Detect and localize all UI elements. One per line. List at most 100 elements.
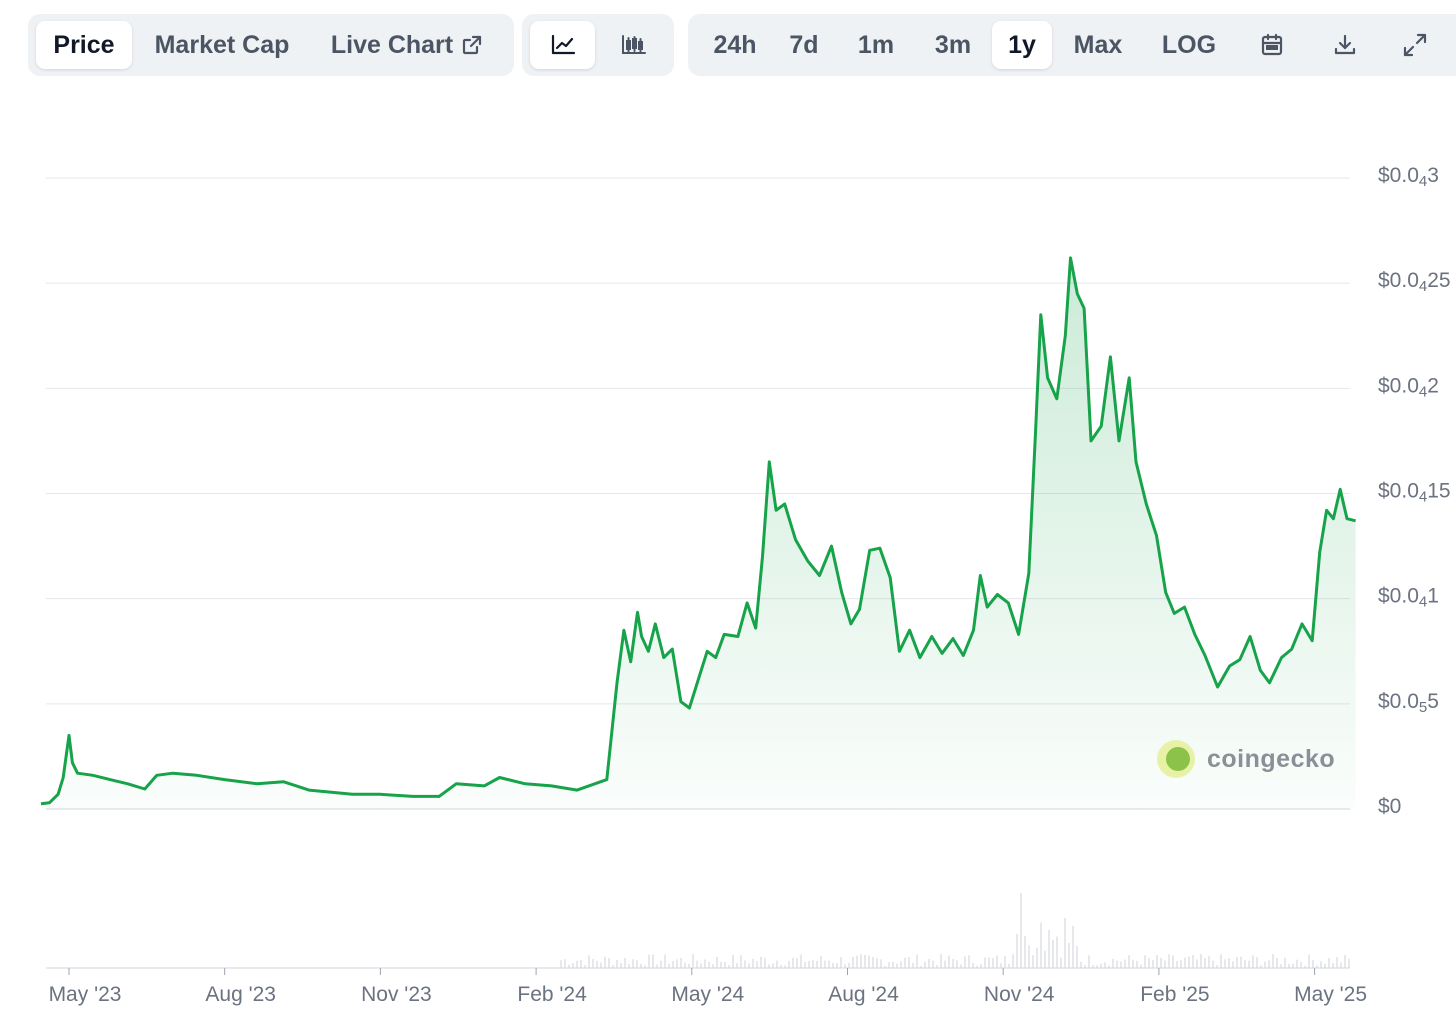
volume-bar [1140, 964, 1142, 968]
range-24h-label: 24h [713, 30, 757, 59]
tab-price[interactable]: Price [36, 21, 132, 69]
volume-bar [604, 956, 606, 968]
volume-bar [664, 954, 666, 968]
volume-bar [1044, 950, 1046, 968]
volume-bar [784, 965, 786, 968]
volume-bar [1112, 958, 1114, 968]
volume-bar [1100, 963, 1102, 968]
volume-bar [888, 962, 890, 968]
volume-bar [648, 954, 650, 968]
range-max[interactable]: Max [1052, 21, 1144, 69]
range-1y[interactable]: 1y [992, 21, 1052, 69]
volume-bar [1040, 922, 1042, 968]
tab-live-chart[interactable]: Live Chart [312, 21, 502, 69]
volume-bar [564, 959, 566, 968]
volume-bar [952, 958, 954, 968]
volume-bar [828, 960, 830, 968]
volume-bar [1316, 965, 1318, 968]
date-picker-button[interactable] [1234, 21, 1310, 69]
volume-bar [708, 962, 710, 968]
volume-bar [712, 964, 714, 968]
volume-bar [1232, 961, 1234, 968]
volume-bar [1024, 935, 1026, 968]
external-link-icon [461, 34, 483, 56]
y-tick-label: $0.0425 [1378, 269, 1451, 295]
volume-bar [1248, 960, 1250, 968]
x-tick-label: May '25 [1294, 983, 1367, 1006]
volume-bar [1180, 960, 1182, 968]
volume-bar [1348, 958, 1350, 968]
volume-bar [960, 964, 962, 968]
range-7d[interactable]: 7d [774, 21, 834, 69]
volume-bar [656, 964, 658, 968]
volume-bar [1196, 959, 1198, 968]
volume-bar [1004, 956, 1006, 968]
download-button[interactable] [1310, 21, 1380, 69]
x-tick-label: May '23 [49, 983, 122, 1006]
volume-bar [1176, 961, 1178, 968]
range-24h[interactable]: 24h [696, 21, 774, 69]
volume-bar [632, 959, 634, 968]
volume-bar [1280, 964, 1282, 968]
volume-bar [1188, 956, 1190, 968]
view-tab-group: Price Market Cap Live Chart [28, 14, 514, 76]
volume-bar [1116, 960, 1118, 968]
y-tick-label: $0.041 [1378, 584, 1439, 610]
volume-bar [1184, 957, 1186, 968]
tab-market-cap[interactable]: Market Cap [132, 21, 312, 69]
x-tick-label: Aug '23 [205, 983, 276, 1006]
volume-bar [1080, 961, 1082, 968]
volume-bar [1136, 960, 1138, 968]
volume-bar [1220, 954, 1222, 968]
volume-bar [1120, 961, 1122, 968]
volume-bar [820, 955, 822, 968]
volume-bar [1296, 959, 1298, 968]
range-max-label: Max [1073, 30, 1123, 59]
volume-bar [748, 963, 750, 968]
volume-bar [580, 959, 582, 968]
volume-bar [1332, 963, 1334, 968]
volume-bar [964, 956, 966, 968]
volume-bar [752, 958, 754, 968]
volume-bar [1124, 959, 1126, 968]
volume-bar [1160, 957, 1162, 968]
volume-bar [1268, 960, 1270, 968]
volume-bar [948, 955, 950, 968]
fullscreen-button[interactable] [1380, 21, 1450, 69]
volume-bar [824, 960, 826, 968]
line-chart-button[interactable] [530, 21, 595, 69]
volume-bar [1340, 962, 1342, 968]
volume-bar [1084, 965, 1086, 968]
volume-bar [720, 961, 722, 968]
range-3m[interactable]: 3m [918, 21, 988, 69]
range-7d-label: 7d [789, 30, 819, 59]
volume-bar [1204, 958, 1206, 968]
volume-bar [596, 961, 598, 968]
volume-bar [812, 960, 814, 968]
volume-bar [1144, 955, 1146, 968]
y-tick-label: $0.055 [1378, 689, 1439, 715]
volume-bar [716, 956, 718, 968]
expand-icon [1402, 32, 1428, 58]
candlestick-chart-button[interactable] [601, 21, 666, 69]
volume-bar [1008, 963, 1010, 968]
log-scale-button[interactable]: LOG [1144, 21, 1234, 69]
download-icon [1333, 33, 1357, 57]
volume-bar [1156, 955, 1158, 968]
range-3m-label: 3m [934, 30, 972, 59]
volume-bar [1076, 945, 1078, 968]
volume-bar [696, 960, 698, 968]
volume-bar [808, 960, 810, 968]
volume-bar [980, 964, 982, 968]
x-tick-label: Nov '23 [361, 983, 432, 1006]
volume-bar [944, 960, 946, 968]
volume-bar [896, 963, 898, 968]
volume-bar [680, 957, 682, 968]
price-line [40, 256, 1356, 806]
volume-bar [852, 956, 854, 968]
volume-bar [800, 954, 802, 968]
volume-bar [932, 960, 934, 968]
range-1m[interactable]: 1m [834, 21, 918, 69]
